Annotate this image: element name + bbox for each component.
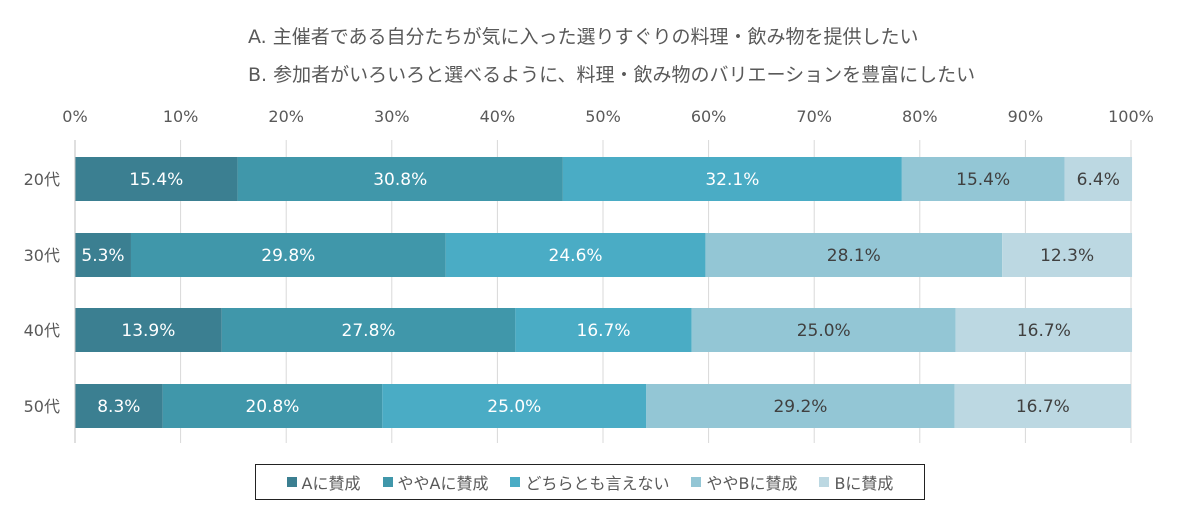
legend: Aに賛成 ややAに賛成 どちらとも言えない ややBに賛成 Bに賛成 <box>255 464 925 500</box>
category-label: 40代 <box>24 321 60 340</box>
legend-swatch <box>819 477 830 487</box>
plot-area: 0% 10% 20% 30% 40% 50% 60% 70% 80% 90% 100% 20代 30代 4… <box>24 107 1154 443</box>
legend-label: Bに賛成 <box>834 474 894 493</box>
bar-segment <box>75 384 163 428</box>
x-tick-label: 20% <box>268 107 304 126</box>
bar-segment <box>221 308 516 352</box>
bar-segment <box>237 157 563 201</box>
bar-segment <box>75 308 222 352</box>
data-label: 15.4% <box>956 170 1010 190</box>
category-label: 50代 <box>24 397 60 416</box>
legend-item: どちらとも言えない <box>510 470 669 494</box>
bar-segment <box>445 233 706 277</box>
bar-segment <box>162 384 383 428</box>
data-label: 6.4% <box>1077 170 1120 190</box>
legend-item: Aに賛成 <box>286 470 361 494</box>
bar-segment <box>901 157 1065 201</box>
data-label: 30.8% <box>373 170 427 190</box>
bar-segment <box>75 233 131 277</box>
data-label: 29.2% <box>773 397 827 417</box>
x-tick-label: 10% <box>163 107 199 126</box>
x-tick-label: 100% <box>1108 107 1154 126</box>
x-tick-label: 40% <box>480 107 516 126</box>
data-label: 25.0% <box>797 321 851 341</box>
bar-segment <box>691 308 956 352</box>
bar-segment <box>130 233 446 277</box>
legend-label: どちらとも言えない <box>525 474 670 493</box>
data-label: 28.1% <box>827 246 881 266</box>
data-label: 13.9% <box>121 321 175 341</box>
x-tick-label: 60% <box>691 107 727 126</box>
legend-swatch <box>691 477 702 487</box>
bar-segment <box>1002 233 1133 277</box>
x-tick-label: 70% <box>796 107 832 126</box>
x-tick-label: 90% <box>1008 107 1044 126</box>
legend-swatch <box>286 477 297 487</box>
data-label: 16.7% <box>1016 397 1070 417</box>
x-tick-label: 0% <box>62 107 87 126</box>
bar-segment <box>382 384 647 428</box>
subtitle-b: B. 参加者がいろいろと選べるように、料理・飲み物のバリエーションを豊富にしたい <box>248 64 976 86</box>
data-label: 5.3% <box>81 246 124 266</box>
subtitle-a: A. 主催者である自分たちが気に入った選りすぐりの料理・飲み物を提供したい <box>248 26 919 48</box>
data-label: 20.8% <box>245 397 299 417</box>
data-label: 32.1% <box>705 170 759 190</box>
x-tick-label: 30% <box>374 107 410 126</box>
data-label: 15.4% <box>129 170 183 190</box>
category-label: 20代 <box>24 170 60 189</box>
data-label: 12.3% <box>1040 246 1094 266</box>
category-label: 30代 <box>24 246 60 265</box>
data-label: 16.7% <box>1017 321 1071 341</box>
bar-segment <box>646 384 955 428</box>
data-label: 8.3% <box>97 397 140 417</box>
legend-item: Bに賛成 <box>819 470 893 494</box>
data-label: 24.6% <box>549 246 603 266</box>
bar-segment <box>954 384 1131 428</box>
x-tick-label: 50% <box>585 107 621 126</box>
bar-segment <box>75 157 238 201</box>
x-tick-label: 80% <box>902 107 938 126</box>
bar-segment <box>562 157 902 201</box>
data-label: 25.0% <box>487 397 541 417</box>
bar-segment <box>1064 157 1133 201</box>
legend-label: ややAに賛成 <box>397 474 489 493</box>
legend-item: ややAに賛成 <box>382 470 489 494</box>
data-label: 27.8% <box>342 321 396 341</box>
legend-label: ややBに賛成 <box>706 474 798 493</box>
legend-item: ややBに賛成 <box>691 470 797 494</box>
legend-swatch <box>382 477 393 487</box>
bar-segment <box>705 233 1003 277</box>
bar-segment <box>955 308 1133 352</box>
data-label: 29.8% <box>261 246 315 266</box>
bar-segment <box>515 308 692 352</box>
legend-label: Aに賛成 <box>301 474 361 493</box>
data-label: 16.7% <box>577 321 631 341</box>
legend-swatch <box>510 477 521 487</box>
